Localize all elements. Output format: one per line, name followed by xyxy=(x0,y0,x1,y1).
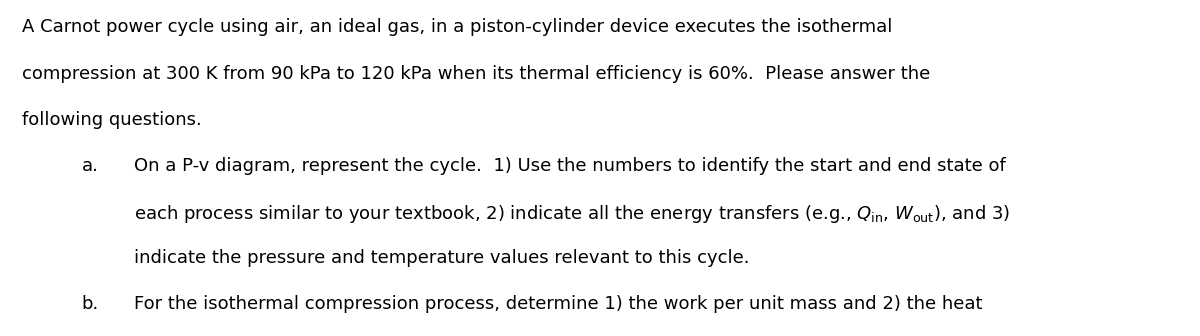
Text: compression at 300 K from 90 kPa to 120 kPa when its thermal efficiency is 60%. : compression at 300 K from 90 kPa to 120 … xyxy=(22,65,930,83)
Text: each process similar to your textbook, 2) indicate all the energy transfers (e.g: each process similar to your textbook, 2… xyxy=(134,203,1010,224)
Text: A Carnot power cycle using air, an ideal gas, in a piston-cylinder device execut: A Carnot power cycle using air, an ideal… xyxy=(22,18,892,37)
Text: following questions.: following questions. xyxy=(22,111,202,129)
Text: a.: a. xyxy=(82,157,98,175)
Text: indicate the pressure and temperature values relevant to this cycle.: indicate the pressure and temperature va… xyxy=(134,249,750,267)
Text: On a P-v diagram, represent the cycle.  1) Use the numbers to identify the start: On a P-v diagram, represent the cycle. 1… xyxy=(134,157,1006,175)
Text: For the isothermal compression process, determine 1) the work per unit mass and : For the isothermal compression process, … xyxy=(134,295,983,313)
Text: b.: b. xyxy=(82,295,98,313)
